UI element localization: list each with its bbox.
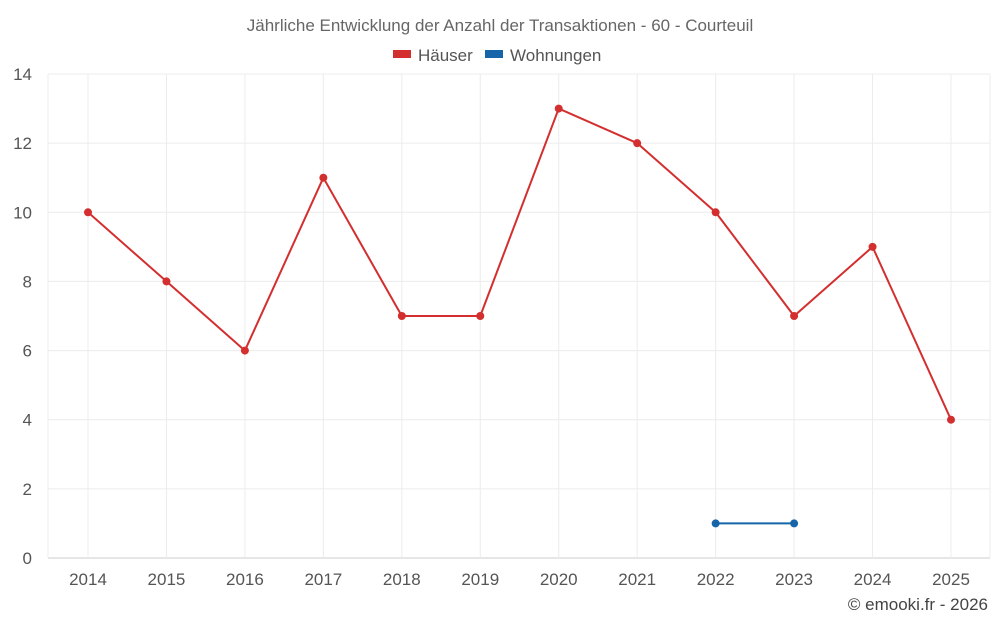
data-point-haeuser[interactable]: [240, 346, 249, 355]
y-tick-label: 4: [23, 411, 32, 430]
y-tick-label: 14: [13, 65, 32, 84]
x-tick-label: 2019: [461, 570, 499, 589]
data-point-haeuser[interactable]: [162, 277, 171, 286]
legend-label-wohnungen[interactable]: Wohnungen: [510, 46, 601, 65]
x-tick-label: 2020: [540, 570, 578, 589]
data-point-haeuser[interactable]: [397, 312, 406, 320]
x-tick-label: 2014: [69, 570, 107, 589]
chart-title: Jährliche Entwicklung der Anzahl der Tra…: [247, 16, 754, 35]
x-tick-label: 2024: [854, 570, 892, 589]
series-line-haeuser: [87, 107, 952, 421]
legend: Häuser Wohnungen: [393, 46, 601, 65]
data-point-haeuser[interactable]: [868, 242, 877, 251]
y-axis: 0 2 4 6 8 10 12 14: [13, 65, 32, 568]
data-point-haeuser[interactable]: [84, 208, 92, 217]
x-tick-label: 2022: [697, 570, 735, 589]
y-tick-label: 6: [23, 342, 32, 361]
series-layer: [84, 104, 955, 528]
data-point-wohnungen[interactable]: [711, 519, 720, 528]
y-tick-label: 0: [23, 549, 32, 568]
data-point-haeuser[interactable]: [633, 139, 642, 148]
x-tick-label: 2017: [304, 570, 342, 589]
x-tick-label: 2015: [148, 570, 186, 589]
grid: [47, 73, 991, 559]
data-point-haeuser[interactable]: [790, 312, 799, 320]
legend-swatch-haeuser: [393, 50, 411, 58]
x-tick-label: 2023: [775, 570, 813, 589]
y-tick-label: 8: [23, 272, 32, 291]
data-point-haeuser[interactable]: [319, 173, 328, 182]
x-tick-label: 2021: [618, 570, 656, 589]
y-tick-label: 12: [13, 134, 32, 153]
data-point-haeuser[interactable]: [476, 312, 485, 320]
data-point-haeuser[interactable]: [711, 208, 720, 217]
footer-credit: © emooki.fr - 2026: [848, 595, 988, 614]
x-axis: 2014 2015 2016 2017 2018 2019 2020 2021 2022 2023…: [69, 570, 970, 589]
x-tick-label: 2025: [932, 570, 970, 589]
legend-label-haeuser[interactable]: Häuser: [418, 46, 473, 65]
y-tick-label: 2: [23, 480, 32, 499]
data-point-haeuser[interactable]: [554, 104, 563, 113]
legend-swatch-wohnungen: [485, 50, 503, 58]
data-point-wohnungen[interactable]: [790, 519, 799, 528]
data-point-haeuser[interactable]: [947, 415, 955, 424]
y-tick-label: 10: [13, 203, 32, 222]
x-tick-label: 2016: [226, 570, 264, 589]
x-tick-label: 2018: [383, 570, 421, 589]
